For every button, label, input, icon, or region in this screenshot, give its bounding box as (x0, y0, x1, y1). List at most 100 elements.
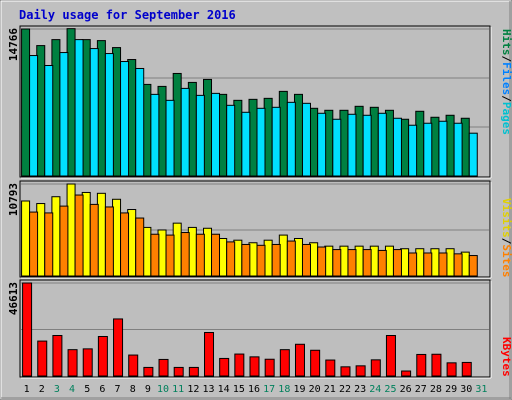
bar-files-day-10 (165, 99, 175, 177)
bar-sites-day-16 (256, 244, 266, 277)
x-tick-label-day-16: 16 (248, 384, 260, 395)
bar-files-day-6 (104, 53, 114, 177)
bar-files-day-21 (332, 118, 342, 177)
bar-kbytes-day-23 (355, 365, 366, 377)
x-tick-label-day-3: 3 (54, 384, 60, 395)
bar-kbytes-day-3 (52, 334, 63, 377)
bar-files-day-7 (120, 61, 130, 177)
bar-sites-day-22 (347, 249, 357, 277)
x-tick-label-day-23: 23 (354, 384, 366, 395)
x-tick-label-day-2: 2 (39, 384, 45, 395)
bar-sites-day-14 (226, 241, 236, 277)
bar-files-day-18 (286, 101, 296, 177)
svg-text:KBytes: KBytes (500, 337, 512, 377)
legend-sep-1: / (500, 56, 512, 63)
x-tick-label-day-6: 6 (99, 384, 105, 395)
x-tick-label-day-21: 21 (324, 384, 336, 395)
bar-sites-day-10 (165, 234, 175, 277)
x-tick-label-day-4: 4 (69, 384, 75, 395)
bar-kbytes-day-19 (294, 343, 305, 377)
x-tick-label-day-8: 8 (130, 384, 136, 395)
bar-sites-day-20 (317, 246, 327, 277)
bar-kbytes-day-25 (385, 334, 396, 377)
legend-sites: Sites (500, 244, 512, 277)
y-max-label-kbytes: 46613 (7, 282, 20, 315)
bar-kbytes-day-29 (446, 362, 457, 377)
bar-sites-day-17 (271, 243, 281, 277)
x-tick-label-day-15: 15 (233, 384, 245, 395)
x-tick-label-day-13: 13 (202, 384, 214, 395)
bar-kbytes-day-16 (249, 356, 260, 377)
legend-sep-3: / (500, 238, 512, 245)
bar-sites-day-19 (301, 243, 311, 277)
x-tick-label-day-29: 29 (445, 384, 457, 395)
bar-sites-day-18 (286, 240, 296, 277)
bar-sites-day-4 (74, 194, 84, 277)
bar-visits-day-1 (21, 200, 31, 277)
bar-kbytes-day-24 (370, 359, 381, 377)
bar-files-day-17 (271, 106, 281, 177)
bar-sites-day-8 (135, 217, 145, 277)
bar-sites-day-5 (89, 203, 99, 277)
legend-visits-sites: Visits/Sites (500, 198, 512, 278)
bar-files-day-4 (74, 39, 84, 177)
bar-sites-day-11 (180, 232, 190, 277)
svg-text:Hits/Files/Pages: Hits/Files/Pages (500, 29, 512, 135)
bar-kbytes-day-28 (431, 353, 442, 377)
legend-sep-2: / (500, 95, 512, 102)
bar-files-day-26 (408, 124, 418, 177)
x-tick-label-day-9: 9 (145, 384, 151, 395)
y-max-labels: 14766 10793 46613 (7, 28, 20, 315)
bar-files-day-16 (256, 107, 266, 177)
svg-text:Visits/Sites: Visits/Sites (500, 198, 512, 278)
bar-sites-day-26 (408, 252, 418, 277)
bar-files-day-1 (29, 55, 39, 177)
bar-kbytes-day-15 (234, 353, 245, 377)
bar-kbytes-day-27 (416, 353, 427, 377)
bar-kbytes-day-30 (461, 361, 472, 377)
bar-sites-day-2 (44, 212, 54, 277)
bar-files-day-15 (241, 111, 251, 177)
bar-kbytes-day-22 (340, 366, 351, 377)
bar-kbytes-day-9 (143, 366, 154, 377)
bar-sites-day-29 (453, 253, 463, 277)
bar-files-day-30 (468, 132, 478, 177)
bar-kbytes-day-17 (264, 358, 275, 377)
bar-files-day-9 (150, 93, 160, 177)
bar-sites-day-9 (150, 233, 160, 277)
bar-files-day-25 (392, 117, 402, 177)
legend-files: Files (500, 62, 512, 95)
x-tick-label-day-31: 31 (475, 384, 487, 395)
bar-kbytes-day-12 (188, 366, 199, 377)
bar-sites-day-25 (392, 249, 402, 277)
x-tick-label-day-18: 18 (278, 384, 290, 395)
bar-files-day-12 (195, 94, 205, 177)
bar-files-day-28 (438, 120, 448, 177)
x-tick-label-day-22: 22 (339, 384, 351, 395)
bar-sites-day-28 (438, 252, 448, 277)
bar-kbytes-day-26 (401, 370, 412, 377)
legend-pages: Pages (500, 102, 512, 135)
bar-sites-day-30 (468, 255, 478, 277)
bar-sites-day-27 (423, 252, 433, 277)
x-tick-label-day-20: 20 (309, 384, 321, 395)
x-tick-label-day-28: 28 (430, 384, 442, 395)
legend-kbytes: KBytes (500, 337, 512, 377)
bar-sites-day-23 (362, 249, 372, 277)
bar-sites-day-1 (29, 211, 39, 277)
bar-kbytes-day-21 (325, 359, 336, 377)
bar-files-day-22 (347, 113, 357, 177)
bar-kbytes-day-20 (310, 349, 321, 377)
bar-kbytes-day-14 (219, 357, 230, 377)
bar-files-day-8 (135, 67, 145, 177)
bar-files-day-19 (301, 102, 311, 177)
legend-visits: Visits (500, 198, 512, 238)
bar-sites-day-15 (241, 243, 251, 277)
bar-sites-day-3 (59, 205, 69, 277)
bar-kbytes-day-1 (22, 282, 33, 377)
x-tick-label-day-11: 11 (172, 384, 184, 395)
bar-files-day-23 (362, 114, 372, 177)
x-tick-label-day-26: 26 (400, 384, 412, 395)
bar-kbytes-day-5 (82, 348, 93, 377)
